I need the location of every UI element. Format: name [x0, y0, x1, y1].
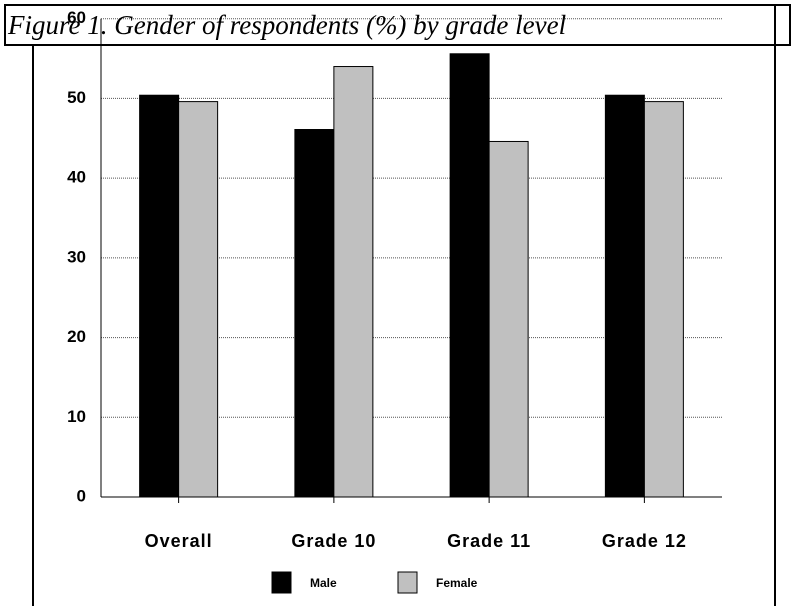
y-tick-label: 30: [67, 247, 86, 266]
legend-label: Male: [310, 576, 337, 590]
bar: [139, 94, 180, 498]
title-box: [4, 4, 791, 46]
bar: [294, 129, 335, 498]
y-tick-label: 50: [67, 88, 86, 107]
bar: [178, 101, 219, 498]
y-tick-label: 20: [67, 327, 86, 346]
bar: [604, 94, 645, 498]
x-tick-label: Grade 12: [602, 531, 687, 551]
legend-label: Female: [436, 576, 478, 590]
y-tick-label: 10: [67, 407, 86, 426]
x-tick-label: Grade 10: [291, 531, 376, 551]
legend-swatch: [397, 571, 418, 594]
y-tick-label: 60: [67, 8, 86, 27]
y-tick-label: 40: [67, 168, 86, 187]
bar: [643, 101, 684, 498]
chart-title: Figure 1. Gender of respondents (%) by g…: [7, 10, 566, 40]
bar: [333, 66, 374, 498]
x-tick-label: Overall: [145, 531, 213, 551]
bar: [488, 140, 529, 498]
legend-swatch: [271, 571, 292, 594]
bar: [449, 53, 490, 498]
y-tick-label: 0: [77, 486, 86, 505]
x-tick-label: Grade 11: [447, 531, 531, 551]
